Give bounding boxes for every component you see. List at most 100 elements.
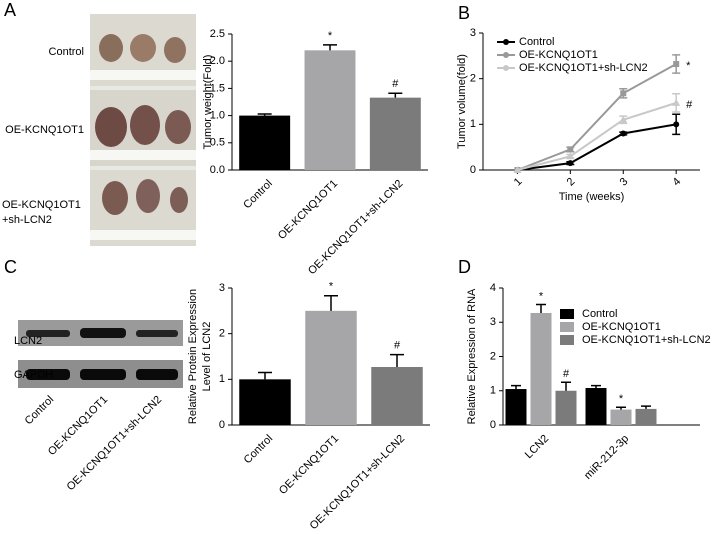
point [567,160,574,167]
error-bar [390,353,404,368]
point [567,146,574,153]
lane-label: OE-KCNQ1OT1+sh-LCN2 [65,394,164,493]
y-tick-label: 1 [219,373,225,385]
error-bar [511,384,521,390]
legend-swatch [503,65,509,71]
y-axis-label: Tumor volume(fold) [456,54,468,149]
blot-label: GAPDH [14,369,53,381]
error-bar [591,384,601,389]
photo-label: +sh-LCN2 [2,214,52,226]
significance-marker: # [563,368,570,380]
y-tick-label: 2 [470,73,476,85]
significance-marker: # [392,78,399,90]
x-tick-label: 2 [565,176,578,189]
x-tick-label: Control [242,433,276,467]
legend-label: OE-KCNQ1OT1+sh-LCN2 [519,62,648,74]
error-bar [324,295,338,311]
line [517,123,677,171]
y-tick-label: 1 [470,118,476,130]
legend-label: Control [582,308,617,320]
legend-swatch [560,322,574,332]
significance-marker: * [539,290,544,302]
photo-label: OE-KCNQ1OT1 [2,199,81,211]
point [513,166,522,173]
bar [371,367,423,425]
bar [505,389,527,425]
x-axis-label: Time (weeks) [559,191,625,203]
point [620,90,627,97]
x-tick-label: OE-KCNQ1OT1 [276,178,340,242]
blot-label: LCN2 [14,335,42,347]
y-tick-label: 2 [490,350,496,362]
x-tick-label: 1 [512,176,525,189]
point [620,130,627,137]
significance-marker: * [329,281,334,293]
blot [18,320,183,388]
y-tick-label: 3 [219,282,225,294]
y-tick-label: 0 [490,419,496,431]
legend-label: OE-KCNQ1OT1 [519,49,598,61]
bar [304,50,356,170]
legend-swatch [560,335,574,345]
error-bar [641,405,651,409]
y-tick-label: 3 [470,27,476,39]
y-tick-label: 0.0 [210,164,225,176]
error-bar [536,303,546,314]
point [673,121,680,128]
bar [555,390,577,425]
bar [635,408,657,425]
y-tick-label: 2.5 [210,28,225,40]
error-bar [388,92,403,98]
line [517,101,677,171]
panel-label: D [458,257,471,277]
photo [90,14,196,246]
y-tick-label: 0.5 [210,137,225,149]
y-tick-label: 3 [490,316,496,328]
x-tick-label: LCN2 [523,433,551,461]
legend-swatch [503,52,509,58]
y-axis-label: Tumor weight(Fold) [202,55,214,150]
y-axis-label: Level of LCN2 [201,322,213,392]
significance-marker: * [328,30,333,42]
error-bar [257,113,272,116]
x-tick-label: 3 [618,176,631,189]
error-bar [258,371,272,380]
x-tick-label: Control [241,178,275,212]
significance-marker: # [686,99,693,111]
panel-label: B [458,3,470,23]
panel-label: A [4,0,16,20]
y-tick-label: 2.0 [210,55,225,67]
legend-swatch [560,309,574,319]
x-tick-label: miR-212-3p [582,433,631,482]
y-axis-label: Relative Expression of RNA [466,288,478,424]
point [619,115,628,123]
y-tick-label: 1 [490,385,496,397]
legend-label: Control [519,36,554,48]
y-tick-label: 0 [219,419,225,431]
y-axis-label: Relative Protein Expression [187,289,199,424]
significance-marker: * [619,393,624,405]
legend-label: OE-KCNQ1OT1 [582,321,661,333]
point [672,98,681,106]
point [566,152,575,160]
significance-marker: # [394,340,401,352]
photo-label: Control [49,46,84,58]
error-bar [323,44,337,51]
bar [610,409,632,425]
bar [585,388,607,425]
point [673,61,680,68]
bar [530,313,552,425]
line [517,63,677,171]
lane-label: Control [23,394,57,428]
x-tick-label: 4 [671,176,684,189]
y-tick-label: 1.5 [210,82,225,94]
x-tick-label: OE-KCNQ1OT1 [277,433,341,497]
photo-label: OE-KCNQ1OT1 [5,124,84,136]
y-tick-label: 2 [219,328,225,340]
significance-marker: * [686,60,691,72]
bar [239,379,291,425]
bar [369,97,421,170]
error-bar [616,406,626,410]
bar [239,115,291,170]
